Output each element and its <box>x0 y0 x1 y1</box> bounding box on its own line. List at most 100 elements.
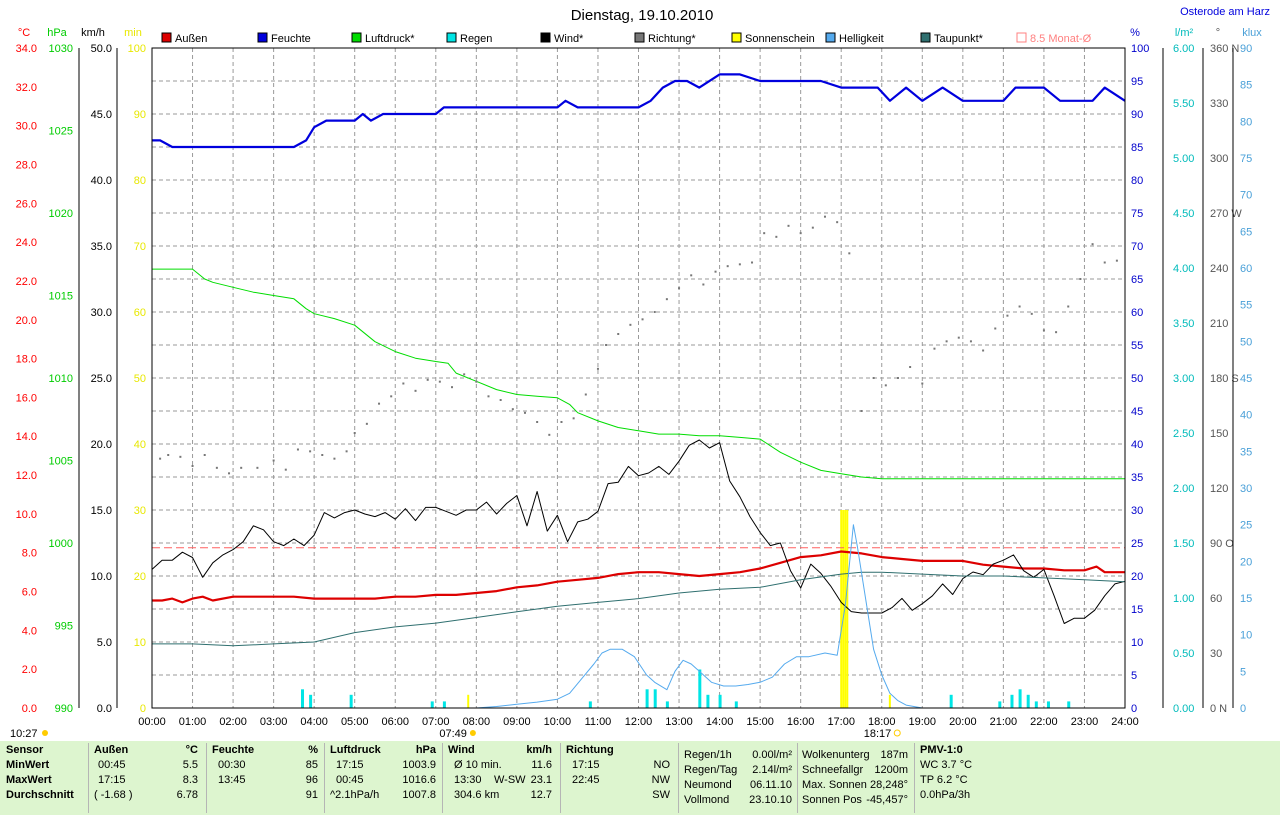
axis-tick-rain: 3.50 <box>1173 318 1194 330</box>
axis-tick-wind: 20.0 <box>91 439 112 451</box>
axis-tick-wind: 35.0 <box>91 241 112 253</box>
axis-tick-brightness: 10 <box>1240 630 1252 642</box>
axis-unit-humidity: % <box>1130 27 1140 39</box>
legend-swatch <box>1016 32 1027 43</box>
axis-tick-temperature: 22.0 <box>16 276 37 288</box>
stats-schnee-value: 1200m <box>874 764 908 776</box>
sunset-icon <box>893 729 901 737</box>
series-line-luftdruck <box>152 268 1125 480</box>
direction-point <box>763 232 766 235</box>
stats-wind-max-value: 23.1 <box>530 774 552 786</box>
axis-tick-wind: 15.0 <box>91 505 112 517</box>
axis-tick-humidity: 65 <box>1131 274 1143 286</box>
chart-title: Dienstag, 19.10.2010 <box>571 7 714 24</box>
stats-wind-max-time: 13:30 <box>454 774 482 786</box>
stats-luftdruck-min-time: 17:15 <box>336 759 364 771</box>
legend-swatch <box>446 32 457 43</box>
stats-aussen-max-time: 17:15 <box>98 774 126 786</box>
stats-sensor-title: Sensor <box>6 744 44 756</box>
stats-aussen-title: Außen <box>94 744 129 756</box>
stats-schnee-label: Schneefallgr <box>802 764 864 776</box>
direction-point <box>605 344 608 346</box>
axis-unit-pressure: hPa <box>47 27 67 39</box>
axis-tick-direction: 180 S <box>1210 373 1239 385</box>
axis-tick-humidity: 35 <box>1131 472 1143 484</box>
direction-point <box>1006 314 1009 317</box>
rain-bar <box>1018 689 1022 708</box>
sunshine-marker <box>888 694 891 708</box>
axis-tick-humidity: 95 <box>1131 76 1143 88</box>
direction-point <box>414 389 417 392</box>
stats-aussen-trend: ( -1.68 ) <box>94 789 133 801</box>
axis-tick-brightness: 55 <box>1240 300 1252 312</box>
stats-regen-1h-label: Regen/1h <box>684 749 732 761</box>
stats-sonnen-pos-value: -45,457° <box>866 794 908 806</box>
legend-label: Regen <box>460 33 492 45</box>
legend-swatch <box>540 32 551 43</box>
x-tick-label: 02:00 <box>219 716 247 728</box>
rain-bar <box>301 689 305 708</box>
stats-richtung-min-value: NO <box>653 759 671 771</box>
stats-pmv-tp: TP 6.2 °C <box>920 774 968 786</box>
axis-tick-wind: 40.0 <box>91 175 112 187</box>
axis-tick-sunshine: 80 <box>134 175 146 187</box>
axis-tick-temperature: 8.0 <box>22 548 37 560</box>
legend-label: Luftdruck* <box>365 33 415 45</box>
direction-point <box>1055 331 1058 334</box>
axis-tick-temperature: 26.0 <box>16 198 37 210</box>
axis-tick-sunshine: 30 <box>134 505 146 517</box>
direction-point <box>426 378 429 381</box>
legend-swatch <box>257 32 268 43</box>
axis-tick-humidity: 40 <box>1131 439 1143 451</box>
axis-unit-brightness: klux <box>1242 27 1262 39</box>
rain-bar <box>1010 694 1014 708</box>
axis-tick-rain: 3.00 <box>1173 373 1194 385</box>
legend-label: 8.5 Monat-Ø <box>1030 33 1092 45</box>
sunrise-label: 07:49 <box>439 728 467 740</box>
direction-point <box>345 450 348 453</box>
stats-richtung-max-value: NW <box>651 774 670 786</box>
rain-bar <box>1067 701 1071 708</box>
stats-sonnen-max-label: Max. Sonnen <box>802 779 867 791</box>
axis-tick-pressure: 1005 <box>49 456 73 468</box>
direction-point <box>159 457 162 460</box>
direction-point <box>215 466 218 469</box>
axis-tick-direction: 360 N <box>1210 43 1239 55</box>
stats-regen-tag-label: Regen/Tag <box>684 764 738 776</box>
axis-tick-direction: 210 <box>1210 318 1228 330</box>
axis-tick-brightness: 25 <box>1240 520 1252 532</box>
axis-tick-sunshine: 10 <box>134 637 146 649</box>
axis-unit-temperature: °C <box>18 27 30 39</box>
axis-tick-sunshine: 100 <box>128 43 146 55</box>
axis-tick-sunshine: 20 <box>134 571 146 583</box>
direction-point <box>463 373 466 376</box>
axis-tick-humidity: 90 <box>1131 109 1143 121</box>
direction-point <box>438 380 441 383</box>
axis-tick-direction: 240 <box>1210 263 1228 275</box>
axis-tick-direction: 270 W <box>1210 208 1242 220</box>
axis-tick-direction: 90 O <box>1210 538 1234 550</box>
stats-wind-unit: km/h <box>526 744 552 756</box>
axis-tick-brightness: 40 <box>1240 410 1252 422</box>
axis-tick-humidity: 80 <box>1131 175 1143 187</box>
axis-tick-rain: 0.50 <box>1173 648 1194 660</box>
axis-tick-rain: 4.50 <box>1173 208 1194 220</box>
stats-wind-distance: 304.6 km <box>454 789 500 801</box>
stats-row-min: MinWert <box>6 759 50 771</box>
weather-chart: Dienstag, 19.10.2010 Osterode am Harz Au… <box>10 6 1270 740</box>
x-tick-label: 16:00 <box>787 716 815 728</box>
direction-point <box>203 454 206 456</box>
stats-wind-avg10-value: 11.6 <box>531 759 552 771</box>
stats-aussen-max-value: 8.3 <box>182 774 198 786</box>
axis-tick-direction: 60 <box>1210 593 1222 605</box>
axis-unit-rain: l/m² <box>1175 27 1194 39</box>
axis-tick-brightness: 50 <box>1240 336 1252 348</box>
x-tick-label: 07:00 <box>422 716 450 728</box>
axis-tick-temperature: 18.0 <box>16 354 37 366</box>
direction-point <box>228 472 231 475</box>
axis-tick-humidity: 20 <box>1131 571 1143 583</box>
direction-point <box>511 408 514 411</box>
axis-tick-wind: 25.0 <box>91 373 112 385</box>
stats-richtung-avg: SW <box>652 789 670 801</box>
rain-bar <box>349 694 353 708</box>
